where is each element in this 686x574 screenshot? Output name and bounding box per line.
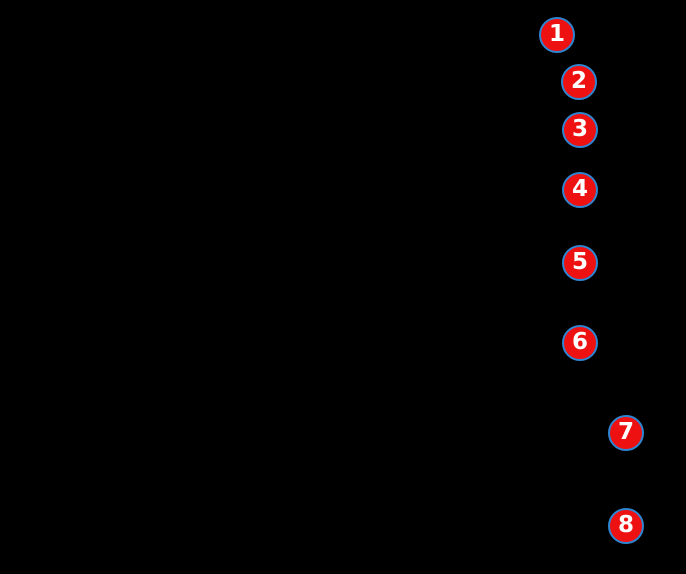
callout-marker-6: 6: [562, 325, 598, 361]
callout-number-8: 8: [617, 511, 634, 538]
callout-marker-5: 5: [562, 245, 598, 281]
callout-marker-2: 2: [561, 64, 597, 100]
callout-number-5: 5: [571, 248, 588, 275]
callout-number-1: 1: [548, 20, 565, 47]
callout-marker-8: 8: [608, 508, 644, 544]
callout-number-2: 2: [570, 67, 587, 94]
callout-marker-4: 4: [562, 172, 598, 208]
callout-marker-3: 3: [562, 112, 598, 148]
callout-number-4: 4: [571, 175, 588, 202]
callout-marker-7: 7: [608, 415, 644, 451]
callout-number-3: 3: [571, 115, 588, 142]
callout-number-7: 7: [617, 418, 634, 445]
callout-number-6: 6: [571, 328, 588, 355]
callout-marker-1: 1: [539, 17, 575, 53]
